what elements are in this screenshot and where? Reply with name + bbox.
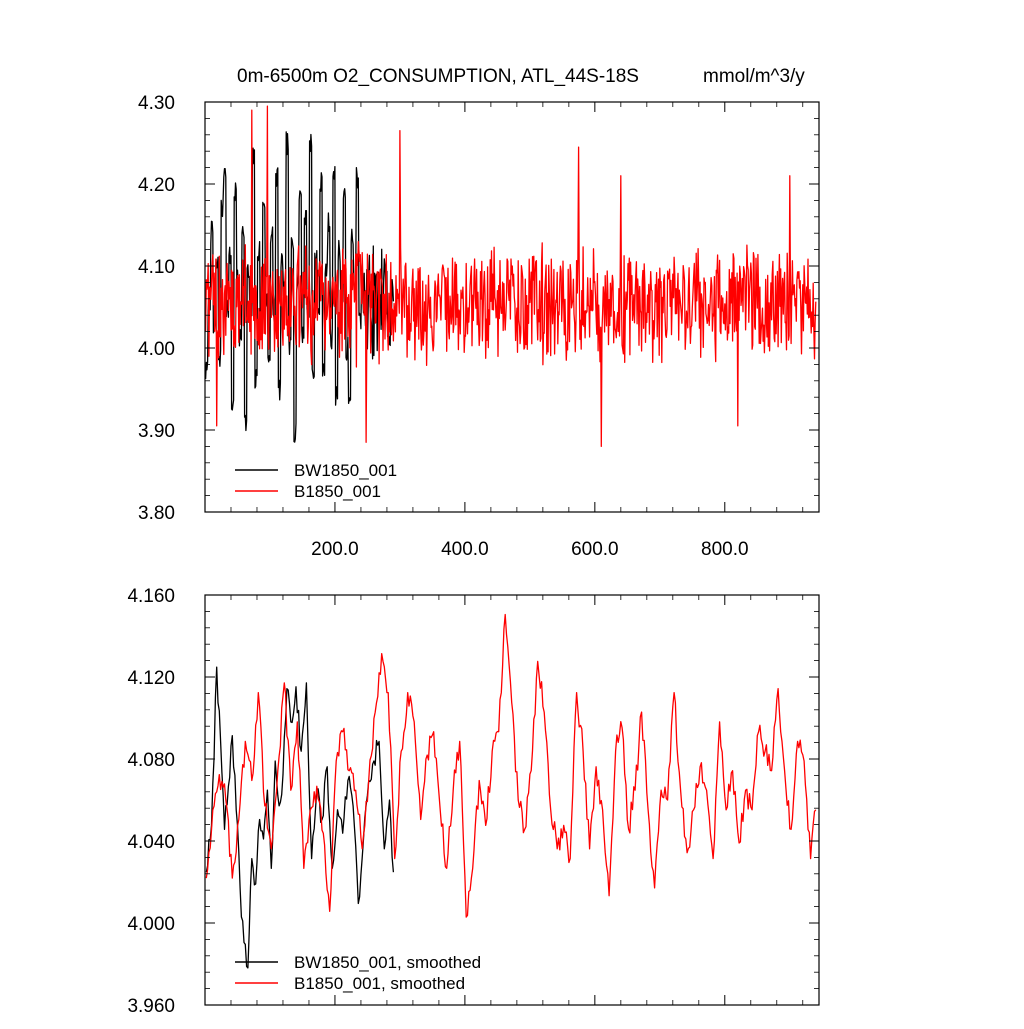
top-ytick-label: 4.20: [138, 175, 175, 196]
bottom-panel-frame: [204, 594, 820, 1006]
top-series-bw1850-line: [204, 131, 395, 443]
bottom-ytick-label: 4.120: [127, 668, 175, 689]
top-ytick-label: 4.10: [138, 257, 175, 278]
top-xtick-label: 200.0: [311, 539, 359, 560]
bottom-panel-lines: [205, 613, 817, 969]
bottom-ytick-label: 4.160: [127, 586, 175, 607]
bottom-ytick-label: 4.000: [127, 914, 175, 935]
top-xtick-label: 800.0: [701, 539, 749, 560]
top-panel-ticks: 3.80 3.90 4.00 4.10 4.20 4.30 200.0 400.0 600.0 8…: [138, 93, 819, 560]
legend-label-b1850: B1850_001: [294, 482, 381, 501]
top-ytick-label: 3.90: [138, 421, 175, 442]
top-ytick-label: 4.30: [138, 93, 175, 114]
top-panel: 3.80 3.90 4.00 4.10 4.20 4.30 200.0 400.0 600.0 8…: [138, 93, 820, 560]
legend-label-bw1850: BW1850_001: [294, 461, 397, 480]
top-ytick-label: 4.00: [138, 339, 175, 360]
bottom-ytick-label: 4.080: [127, 750, 175, 771]
bottom-ytick-label: 3.960: [127, 996, 175, 1017]
bottom-panel-legend: BW1850_001, smoothed B1850_001, smoothed: [235, 953, 481, 993]
top-series-b1850-line: [204, 105, 817, 448]
chart-units: mmol/m^3/y: [703, 66, 805, 87]
legend-label-b1850-smoothed: B1850_001, smoothed: [294, 974, 465, 993]
top-xtick-label: 400.0: [441, 539, 489, 560]
top-panel-legend: BW1850_001 B1850_001: [235, 461, 397, 501]
top-ytick-label: 3.80: [138, 503, 175, 524]
legend-label-bw1850-smoothed: BW1850_001, smoothed: [294, 953, 481, 972]
bottom-series-b1850-line: [205, 613, 817, 918]
chart-title: 0m-6500m O2_CONSUMPTION, ATL_44S-18S: [237, 66, 639, 87]
top-xtick-label: 600.0: [571, 539, 619, 560]
bottom-panel-ticks: 3.960 4.000 4.040 4.080 4.120 4.160: [127, 586, 819, 1017]
bottom-panel: 3.960 4.000 4.040 4.080 4.120 4.160 BW1850_00…: [127, 586, 820, 1017]
bottom-ytick-label: 4.040: [127, 832, 175, 853]
top-panel-lines: [204, 105, 817, 448]
top-panel-frame: [204, 101, 820, 513]
